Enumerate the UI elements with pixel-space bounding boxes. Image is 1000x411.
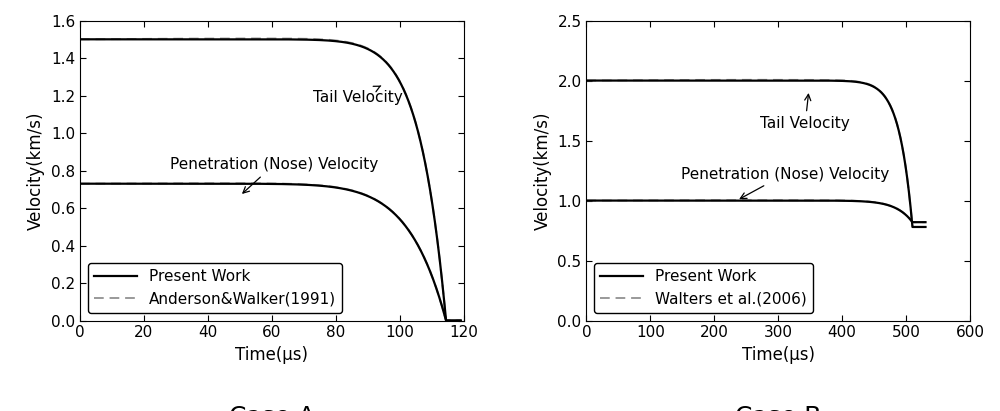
Legend: Present Work, Anderson&Walker(1991): Present Work, Anderson&Walker(1991) xyxy=(88,263,342,313)
Text: Case A: Case A xyxy=(229,404,315,411)
Text: Penetration (Nose) Velocity: Penetration (Nose) Velocity xyxy=(681,167,889,199)
Text: Tail Velocity: Tail Velocity xyxy=(313,86,403,105)
X-axis label: Time(μs): Time(μs) xyxy=(235,346,308,364)
Text: Penetration (Nose) Velocity: Penetration (Nose) Velocity xyxy=(170,157,378,193)
Y-axis label: Velocity(km/s): Velocity(km/s) xyxy=(27,111,45,230)
Text: Case B: Case B xyxy=(735,404,821,411)
Text: Tail Velocity: Tail Velocity xyxy=(760,94,850,131)
Y-axis label: Velocity(km/s): Velocity(km/s) xyxy=(534,111,552,230)
X-axis label: Time(μs): Time(μs) xyxy=(742,346,815,364)
Legend: Present Work, Walters et al.(2006): Present Work, Walters et al.(2006) xyxy=(594,263,813,313)
